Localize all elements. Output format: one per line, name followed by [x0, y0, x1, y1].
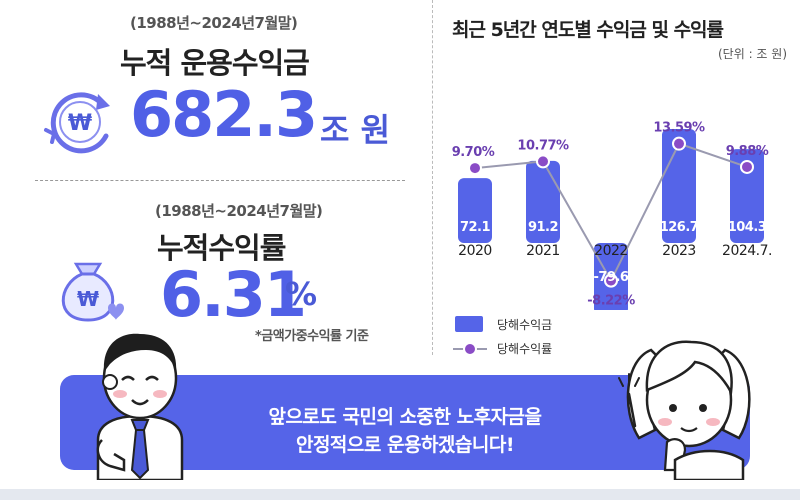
won-cycle-icon: ₩: [40, 90, 120, 162]
bar-value-label: 104.3: [728, 220, 767, 235]
period-label-2: (1988년~2024년7월말): [155, 202, 323, 220]
cumulative-profit-unit: 조 원: [320, 111, 391, 149]
bar-line-chart: 72.1 91.2 -79.6 126.7 104.3 9.70% 10.77% -8.22%…: [449, 121, 772, 360]
x-tick-label: 2023: [662, 243, 696, 259]
x-tick-label: 2022: [594, 243, 628, 259]
svg-text:₩: ₩: [77, 287, 99, 311]
cumulative-profit-value: 682.3: [130, 78, 318, 151]
return-value-label: 9.70%: [452, 145, 495, 160]
cumulative-profit-title: 누적 운용수익금: [120, 46, 310, 80]
return-value-label: 9.88%: [726, 144, 769, 159]
return-value-label: 10.77%: [517, 138, 569, 153]
period-label-1: (1988년~2024년7월말): [130, 14, 298, 32]
summary-panel: (1988년~2024년7월말) 누적 운용수익금 ₩ 682.3 조 원 (1…: [0, 0, 425, 344]
return-value-label: 13.59%: [653, 121, 705, 136]
return-value-label: -8.22%: [587, 294, 635, 309]
bar-value-label: 72.1: [460, 220, 491, 235]
woman-character-illustration: [615, 330, 765, 484]
x-tick-label: 2020: [458, 243, 492, 259]
legend-swatch-dot: [463, 342, 477, 356]
chart-unit: (단위 : 조 원): [718, 47, 788, 61]
banner-line-1: 앞으로도 국민의 소중한 노후자금을: [268, 406, 542, 428]
bottom-bar: [0, 489, 800, 500]
divider: [35, 180, 405, 181]
banner-line-2: 안정적으로 운용하겠습니다!: [295, 434, 515, 456]
footnote: *금액가중수익률 기준: [255, 329, 369, 344]
x-tick-label: 2024.7.: [722, 243, 772, 259]
return-dot-2022: [604, 273, 618, 288]
bar-value-label: 91.2: [528, 220, 558, 235]
legend-swatch-bar: [455, 316, 483, 332]
cumulative-return-value: 6.31: [160, 258, 307, 331]
bar-2024.7.: [730, 149, 764, 243]
panel-divider: [432, 0, 433, 355]
bar-value-label: -79.6: [594, 270, 629, 285]
x-tick-label: 2021: [526, 243, 560, 259]
return-dot-2023: [672, 136, 686, 151]
return-dot-2021: [536, 154, 550, 169]
cumulative-return-title: 누적수익률: [157, 231, 286, 265]
legend-label-bar: 당해수익금: [497, 318, 552, 332]
svg-text:₩: ₩: [68, 111, 92, 136]
bar-2020: [458, 178, 492, 243]
return-dot-2020: [468, 161, 482, 176]
bar-2023: [662, 128, 696, 243]
cumulative-return-unit: %: [285, 275, 318, 313]
money-bag-icon: ₩: [48, 250, 128, 332]
bar-2021: [526, 160, 560, 243]
legend-label-line: 당해수익률: [497, 342, 552, 356]
man-character-illustration: [80, 320, 200, 484]
bar-value-label: 126.7: [660, 220, 699, 235]
return-dot-2024.7.: [740, 159, 754, 174]
chart-title: 최근 5년간 연도별 수익금 및 수익률: [452, 19, 724, 41]
